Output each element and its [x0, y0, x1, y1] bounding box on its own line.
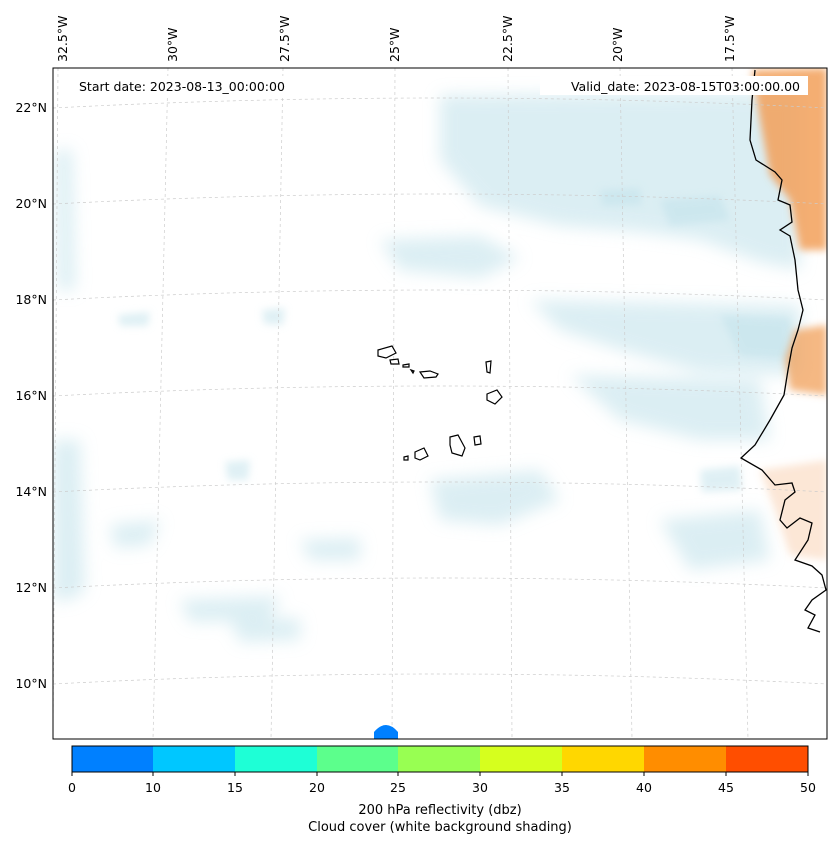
colorbar-tick: 15 — [227, 780, 243, 795]
colorbar-label: 200 hPa reflectivity (dbz) — [358, 803, 521, 818]
colorbar-tick: 45 — [718, 780, 734, 795]
lat-label: 20°N — [15, 196, 47, 211]
colorbar-tick: 0 — [68, 780, 76, 795]
lat-label: 14°N — [15, 484, 47, 499]
colorbar-tick: 25 — [390, 780, 406, 795]
colorbar-tick: 10 — [145, 780, 161, 795]
colorbar-segment — [644, 746, 726, 772]
colorbar-segment — [72, 746, 154, 772]
colorbar-segment — [317, 746, 399, 772]
colorbar-segment — [235, 746, 317, 772]
lon-label: 27.5°W — [277, 16, 292, 62]
colorbar-segment — [562, 746, 644, 772]
cloud-cover-detail — [118, 188, 795, 492]
colorbar-tick: 35 — [554, 780, 570, 795]
lon-label: 32.5°W — [55, 16, 70, 62]
colorbar-tick: 30 — [472, 780, 488, 795]
lat-label: 12°N — [15, 580, 47, 595]
colorbar-tick: 20 — [309, 780, 325, 795]
cape-verde-islands — [377, 345, 503, 461]
start-date-label: Start date: 2023-08-13_00:00:00 — [79, 79, 285, 94]
lat-label: 18°N — [15, 292, 47, 307]
lon-label: 30°W — [165, 27, 180, 62]
graticule — [53, 68, 827, 739]
map-frame — [52, 67, 828, 740]
start-date-box — [71, 76, 311, 95]
colorbar-tick: 50 — [800, 780, 816, 795]
colorbar-segment — [726, 746, 808, 772]
colorbar-segment — [153, 746, 235, 772]
lon-label: 22.5°W — [500, 16, 515, 62]
longitude-labels: 32.5°W 30°W 27.5°W 25°W 22.5°W 20°W 17.5… — [55, 16, 737, 62]
valid-date-label: Valid_date: 2023-08-15T03:00:00.00 — [571, 79, 800, 94]
reflectivity-blob — [374, 725, 398, 739]
colorbar-tick: 40 — [636, 780, 652, 795]
colorbar-frame — [71, 745, 809, 773]
africa-coastline — [739, 69, 827, 633]
lat-label: 10°N — [15, 676, 47, 691]
lat-label: 22°N — [15, 100, 47, 115]
lon-label: 25°W — [387, 27, 402, 62]
latitude-labels: 22°N 20°N 18°N 16°N 14°N 12°N 10°N — [15, 100, 47, 691]
colorbar-sublabel: Cloud cover (white background shading) — [308, 820, 572, 835]
lon-label: 17.5°W — [722, 16, 737, 62]
lat-label: 16°N — [15, 388, 47, 403]
valid-date-box — [540, 76, 808, 95]
colorbar-segment — [480, 746, 562, 772]
colorbar: 0 10 15 20 25 30 35 40 45 50 200 hPa ref… — [68, 745, 816, 835]
colorbar-tick-marks — [71, 772, 809, 776]
lon-label: 20°W — [610, 27, 625, 62]
colorbar-segment — [398, 746, 480, 772]
